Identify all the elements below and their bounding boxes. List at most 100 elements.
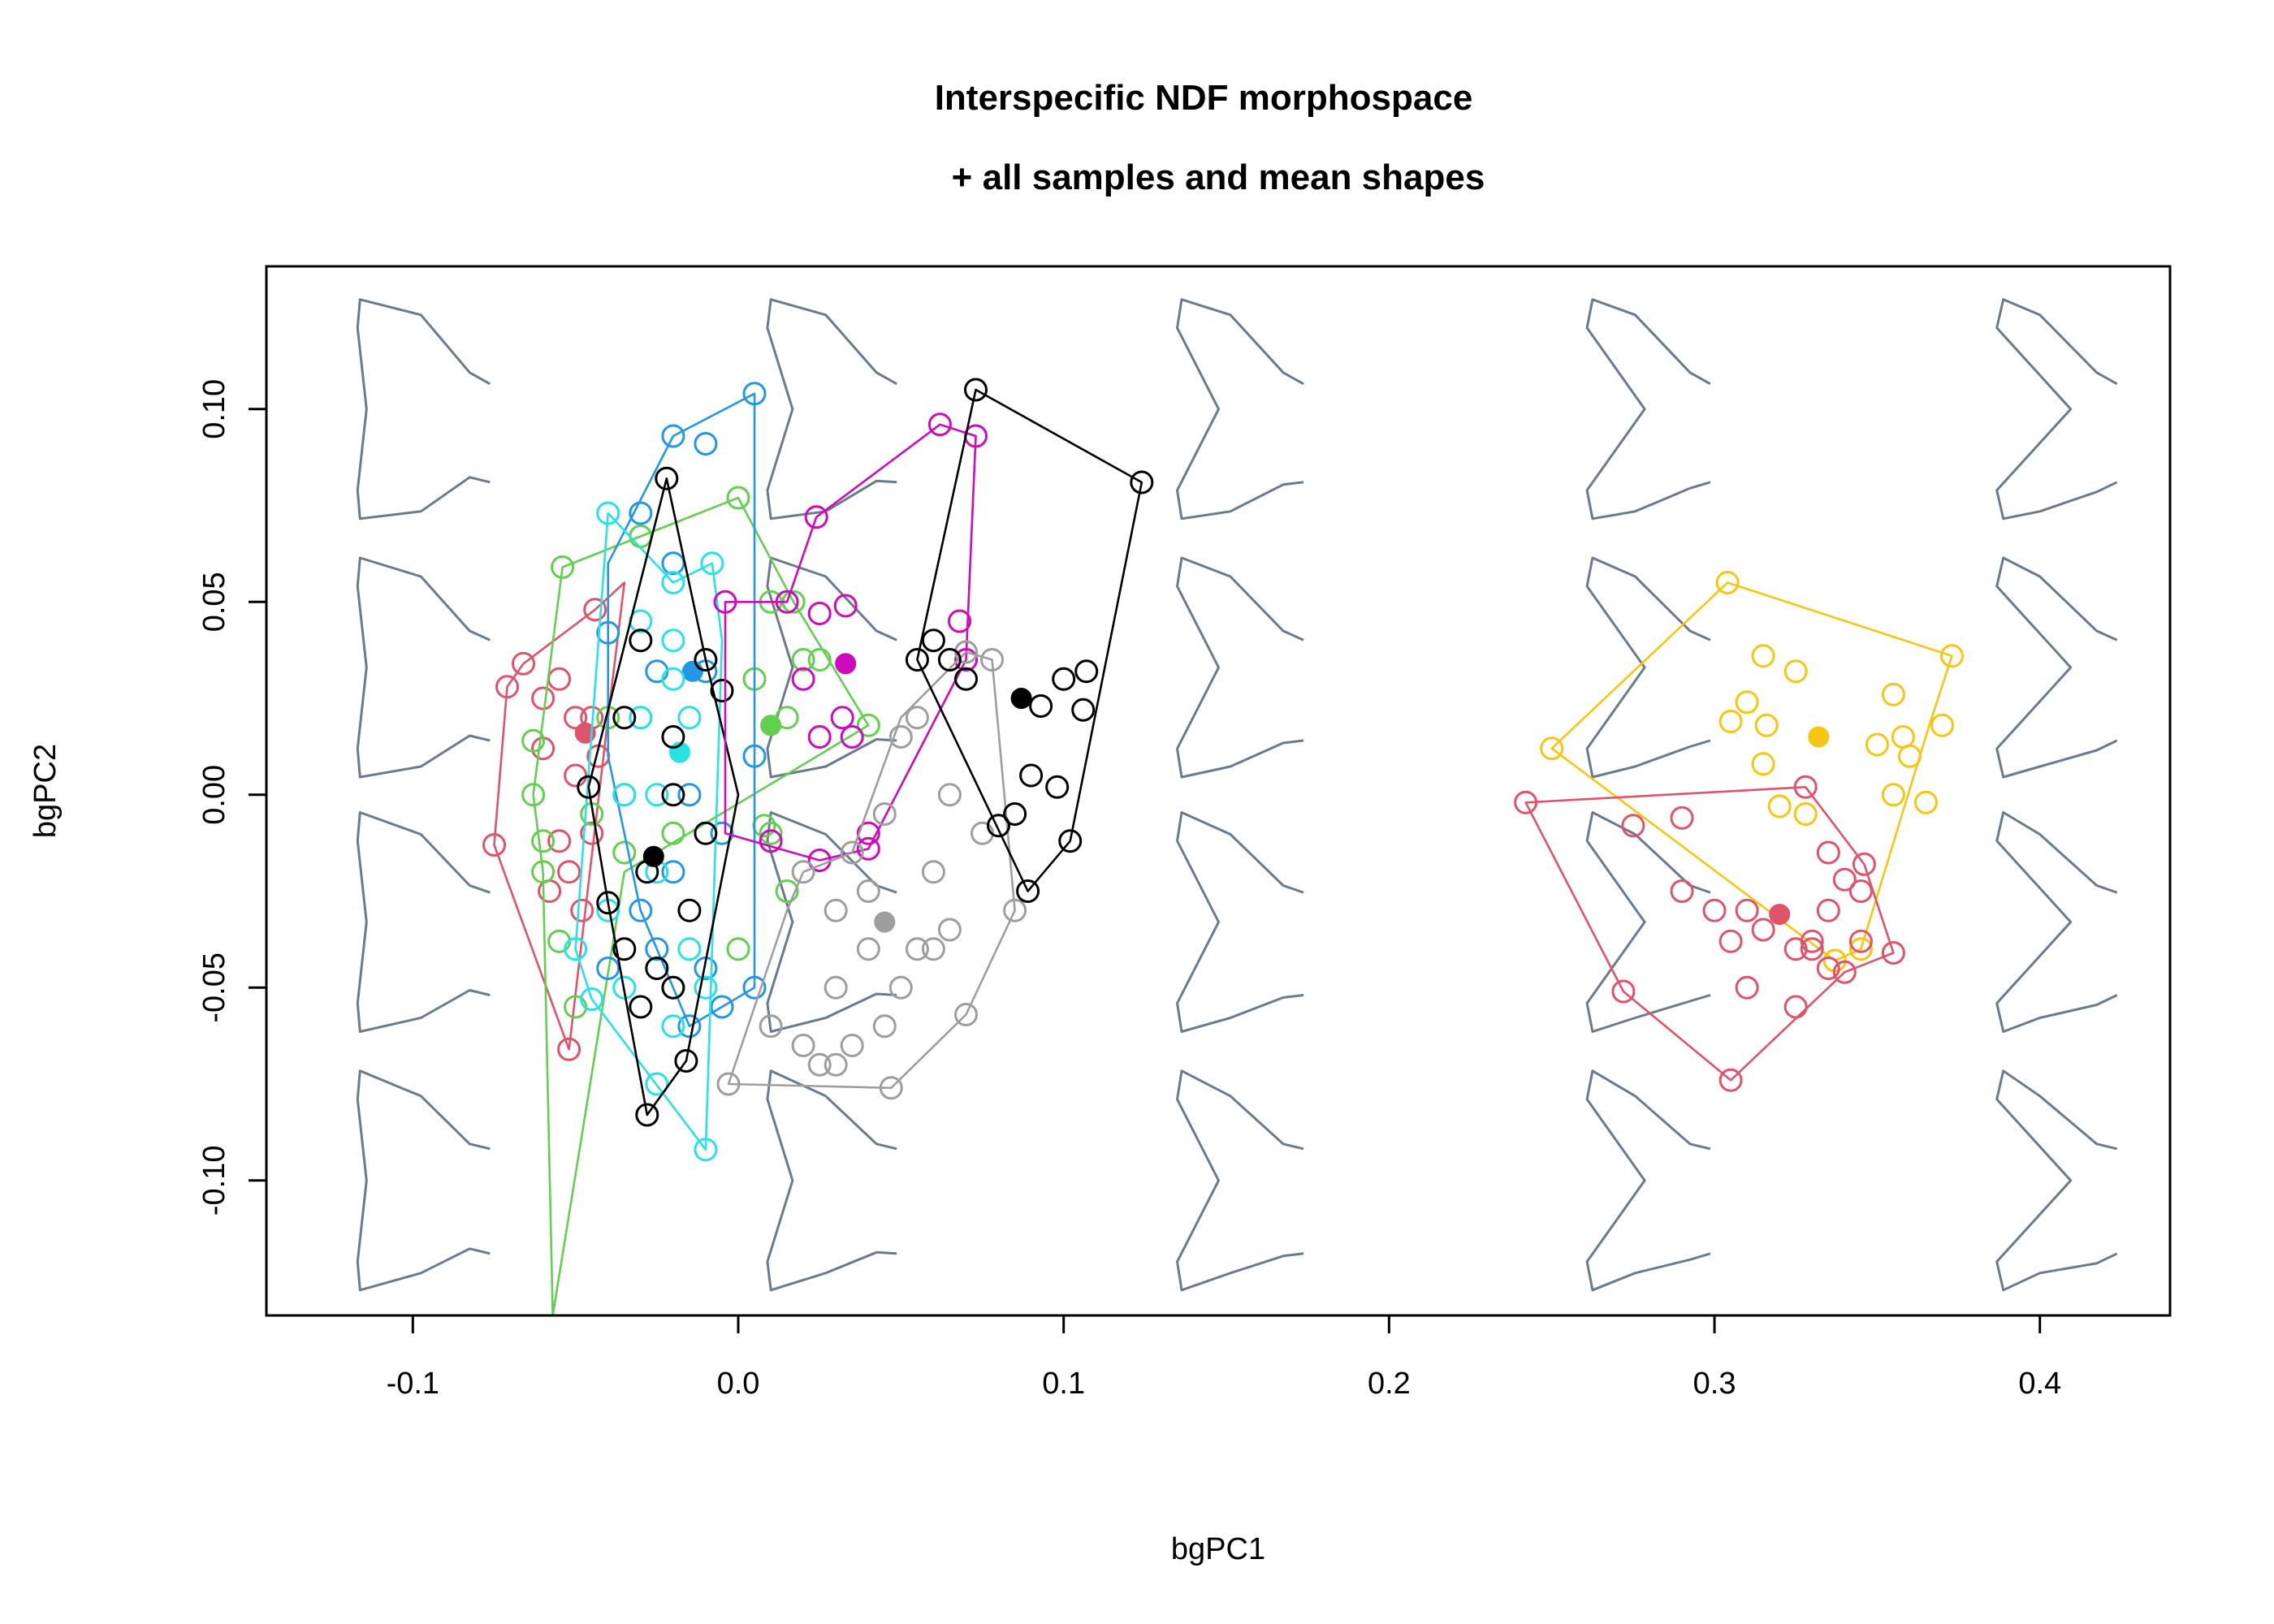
data-point xyxy=(1052,667,1076,691)
data-point xyxy=(596,501,620,525)
data-point xyxy=(775,590,799,614)
data-point xyxy=(677,1014,702,1039)
data-point xyxy=(661,424,685,448)
data-point xyxy=(1816,957,1840,980)
data-point xyxy=(759,1014,783,1039)
mean-point xyxy=(642,845,664,867)
series-8 xyxy=(1540,571,1964,973)
data-point xyxy=(1019,763,1044,788)
data-point xyxy=(1800,937,1824,961)
mean-point xyxy=(835,653,857,675)
data-point xyxy=(1816,840,1840,865)
y-tick-label: 0.10 xyxy=(197,379,231,439)
data-point xyxy=(521,728,546,753)
mean-point xyxy=(1808,726,1830,748)
data-point xyxy=(1832,960,1857,984)
data-point xyxy=(557,860,581,884)
data-point xyxy=(1003,898,1027,922)
chart-title-line-1: Interspecific NDF morphospace xyxy=(935,78,1473,118)
data-point xyxy=(872,1014,897,1039)
y-tick-label: -0.05 xyxy=(197,952,231,1023)
data-point xyxy=(954,648,978,672)
data-point xyxy=(856,836,880,861)
data-point xyxy=(495,675,519,699)
data-point xyxy=(921,937,945,961)
data-point xyxy=(856,937,880,961)
data-point xyxy=(964,378,988,402)
data-point xyxy=(596,957,620,980)
backdrop-shape xyxy=(766,1069,897,1292)
y-tick-label: 0.05 xyxy=(197,572,231,632)
mean-point xyxy=(1769,904,1791,925)
data-point xyxy=(521,783,546,807)
data-point xyxy=(596,891,620,915)
data-point xyxy=(1751,644,1775,668)
data-point xyxy=(742,744,767,768)
data-point xyxy=(824,975,848,1000)
data-point xyxy=(612,706,637,730)
data-point xyxy=(1003,802,1027,826)
data-point xyxy=(791,667,815,691)
data-point xyxy=(1800,929,1824,953)
data-point xyxy=(1930,713,1954,737)
data-point xyxy=(804,505,828,529)
data-point xyxy=(710,679,734,702)
backdrop-shape xyxy=(356,1069,491,1292)
data-point xyxy=(661,821,685,845)
hull-line xyxy=(574,512,724,1151)
data-point xyxy=(694,975,718,1000)
chart-title-line-2: + all samples and mean shapes xyxy=(952,158,1485,197)
data-point xyxy=(661,975,685,1000)
data-point xyxy=(661,725,685,749)
data-point xyxy=(538,879,562,903)
data-point xyxy=(564,706,588,730)
x-tick-label: 0.2 xyxy=(1368,1367,1411,1401)
series-0 xyxy=(482,581,626,1061)
data-point xyxy=(1881,783,1905,807)
data-point xyxy=(1914,790,1938,814)
data-point xyxy=(742,382,767,406)
data-point xyxy=(551,555,575,579)
data-point xyxy=(531,686,556,710)
data-point xyxy=(570,898,594,922)
data-point xyxy=(629,995,653,1019)
data-point xyxy=(1832,867,1857,892)
data-point xyxy=(807,725,832,749)
data-point xyxy=(1670,806,1694,830)
data-point xyxy=(840,1034,864,1057)
data-point xyxy=(937,648,962,672)
data-point xyxy=(1058,829,1083,853)
data-point xyxy=(694,648,718,672)
y-axis: -0.10 -0.05 0.00 0.05 0.10 xyxy=(197,379,268,1216)
hull-line xyxy=(493,581,626,1051)
data-point xyxy=(1702,898,1727,922)
data-point xyxy=(661,783,685,807)
data-point xyxy=(879,1076,903,1100)
data-point xyxy=(726,486,750,510)
data-point xyxy=(1718,929,1743,953)
x-tick-label: 0.0 xyxy=(717,1367,760,1401)
data-point xyxy=(661,860,685,884)
data-point xyxy=(1718,710,1743,733)
data-point xyxy=(759,821,783,845)
x-tick-label: 0.3 xyxy=(1693,1367,1736,1401)
data-point xyxy=(1940,644,1964,668)
data-point xyxy=(856,713,880,737)
data-point xyxy=(807,602,832,625)
backdrop-shape xyxy=(1585,811,1711,1033)
data-point xyxy=(547,829,572,853)
data-point xyxy=(1816,898,1840,922)
data-point xyxy=(1071,698,1096,722)
data-point xyxy=(1611,979,1636,1004)
data-point xyxy=(635,1103,659,1127)
data-point xyxy=(921,628,945,653)
data-point xyxy=(937,918,962,942)
y-axis-label: bgPC2 xyxy=(28,744,63,838)
data-point xyxy=(840,725,864,749)
data-point xyxy=(677,783,702,807)
data-point xyxy=(1783,995,1808,1019)
data-point xyxy=(629,501,653,525)
data-point xyxy=(661,1014,685,1039)
data-point xyxy=(564,937,588,961)
data-point xyxy=(531,860,556,884)
